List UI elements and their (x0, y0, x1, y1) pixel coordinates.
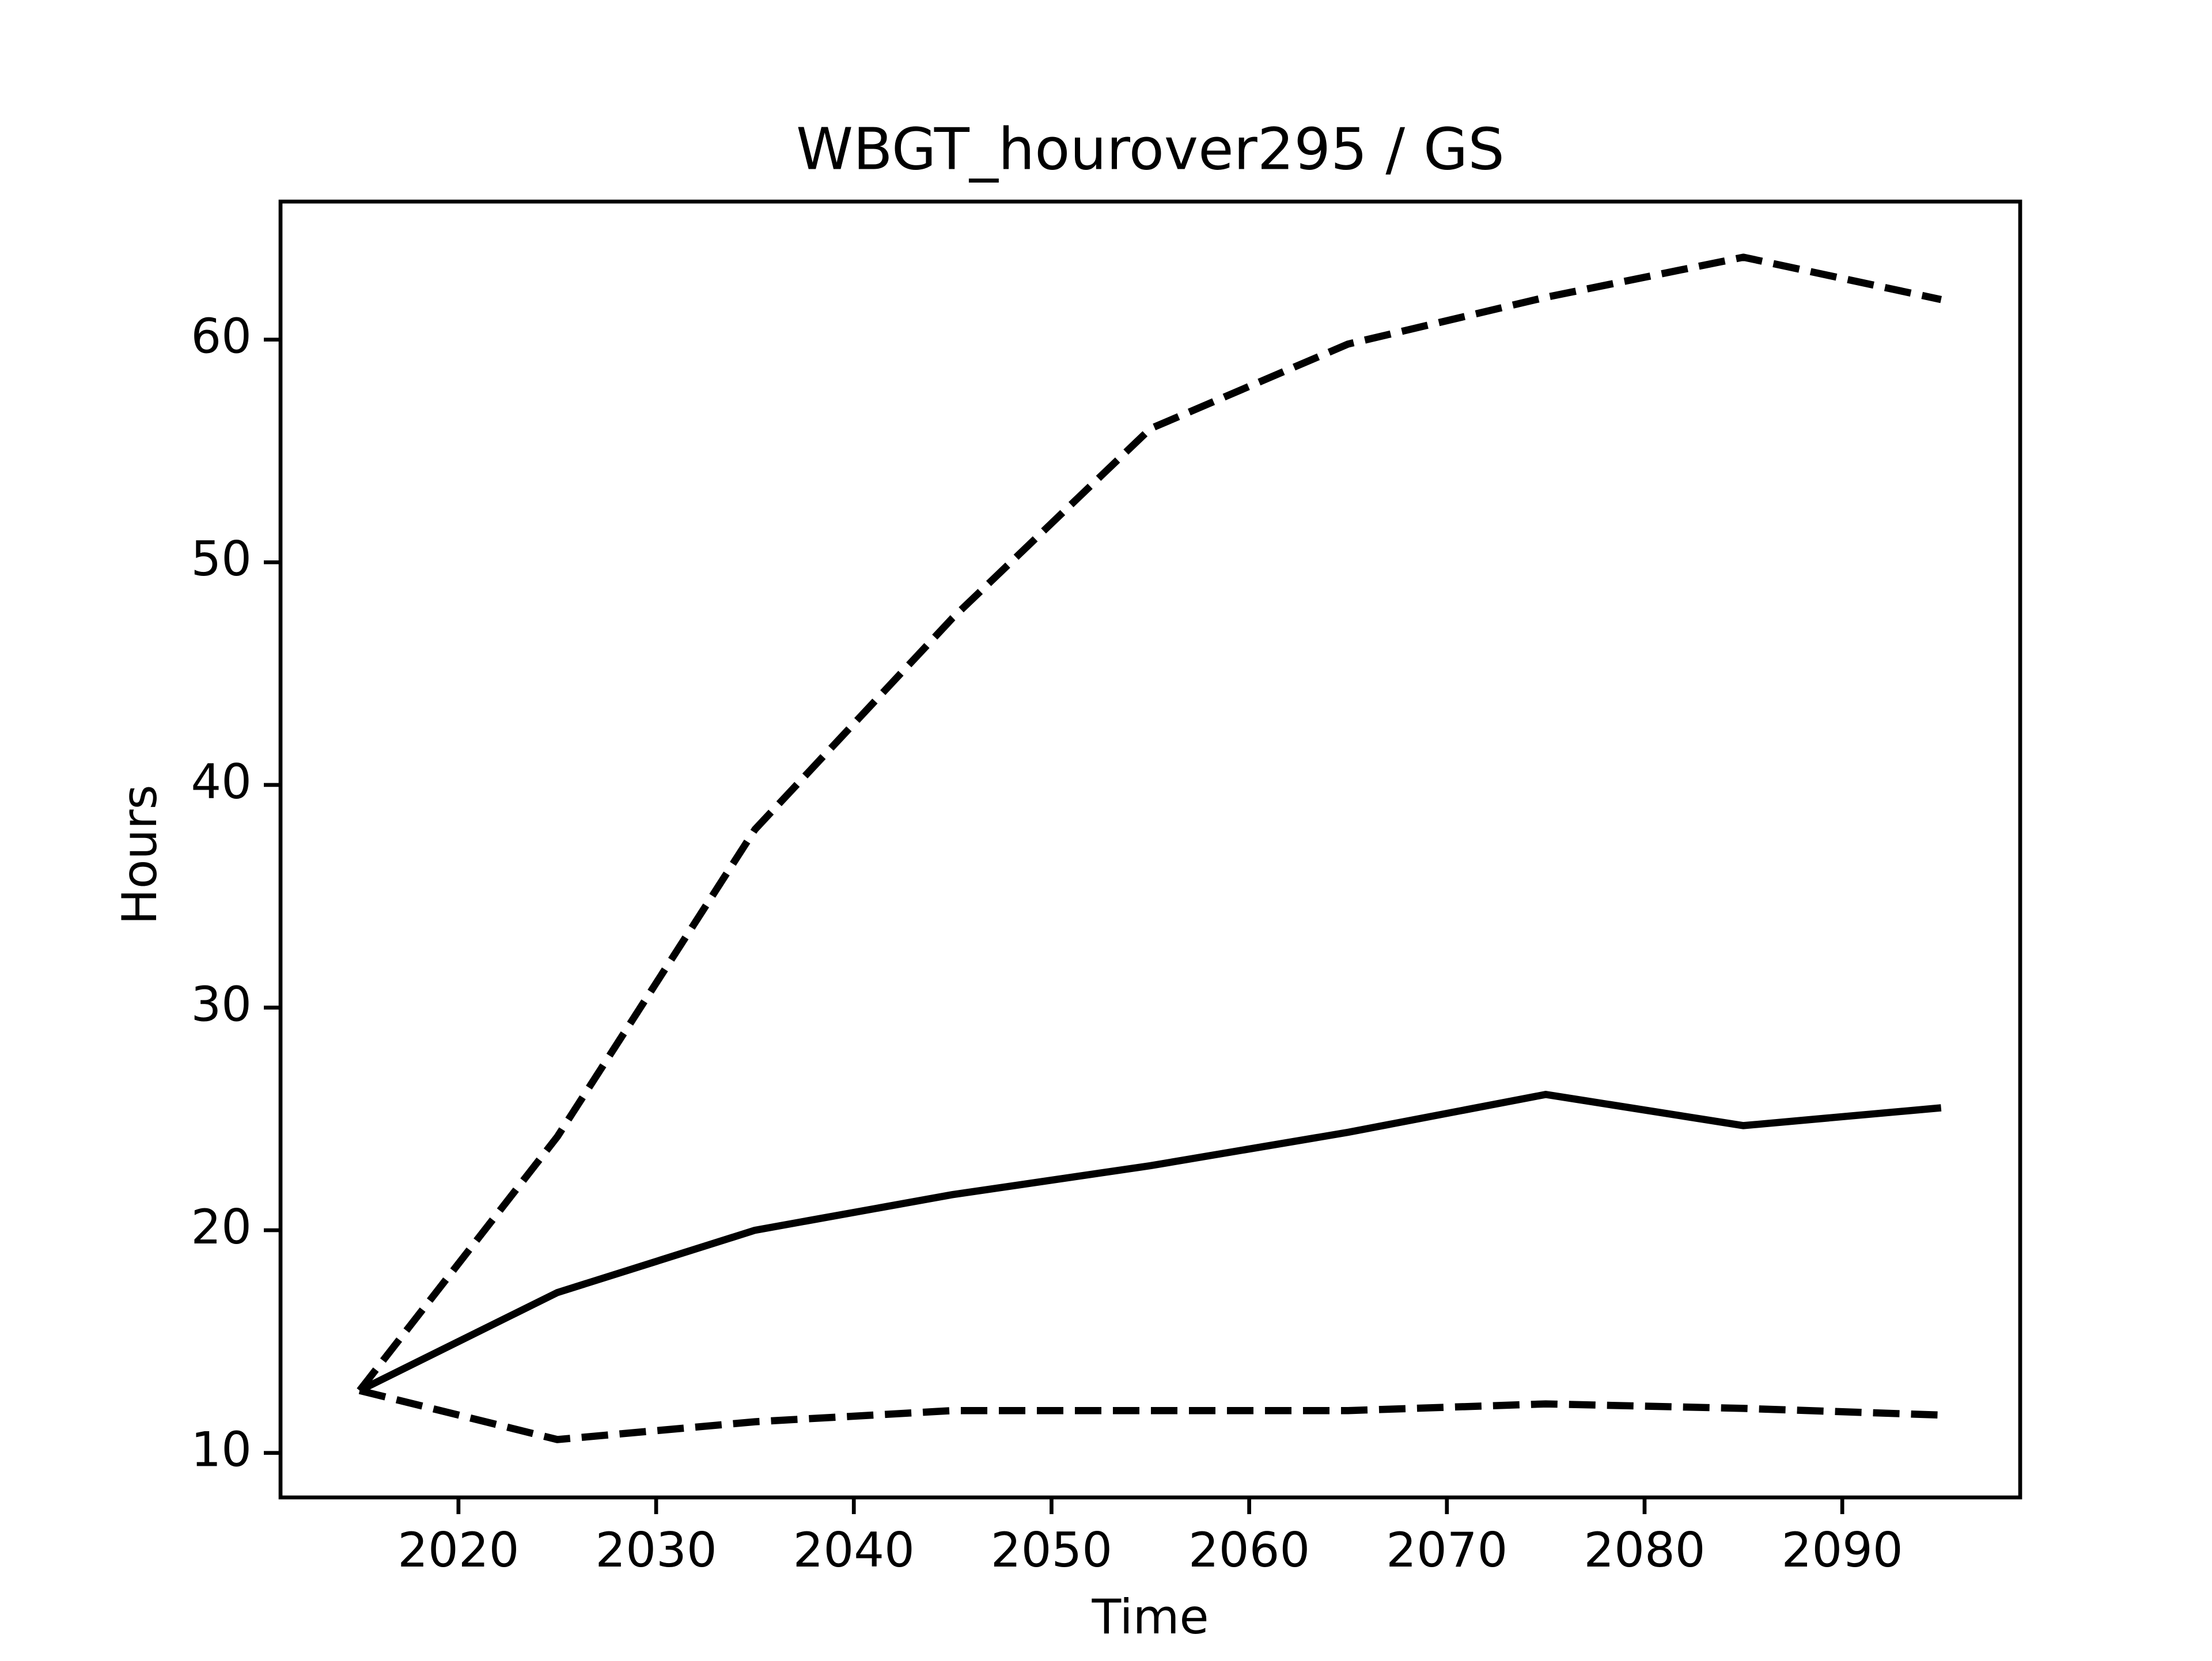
x-tick-label: 2080 (1584, 1522, 1705, 1578)
y-axis-label: Hours (112, 784, 168, 924)
chart-title: WBGT_hourover295 / GS (796, 115, 1505, 183)
x-tick-label: 2020 (397, 1522, 519, 1578)
series-line (357, 253, 1942, 1393)
y-tick-label: 60 (191, 309, 252, 365)
y-tick-label: 10 (191, 1422, 252, 1478)
x-tick-label: 2050 (991, 1522, 1112, 1578)
x-tick-label: 2090 (1782, 1522, 1903, 1578)
y-tick-label: 50 (191, 531, 252, 587)
y-tick-label: 30 (191, 976, 252, 1032)
x-tick-label: 2030 (595, 1522, 717, 1578)
series-line (358, 1387, 1941, 1443)
series-line (358, 1091, 1942, 1394)
y-tick-label: 40 (191, 754, 252, 810)
x-tick-label: 2060 (1188, 1522, 1310, 1578)
x-axis-label: Time (1091, 1589, 1209, 1645)
y-tick-label: 20 (191, 1199, 252, 1255)
x-tick-label: 2040 (793, 1522, 915, 1578)
x-tick-label: 2070 (1386, 1522, 1508, 1578)
plot-frame (278, 199, 2022, 1500)
